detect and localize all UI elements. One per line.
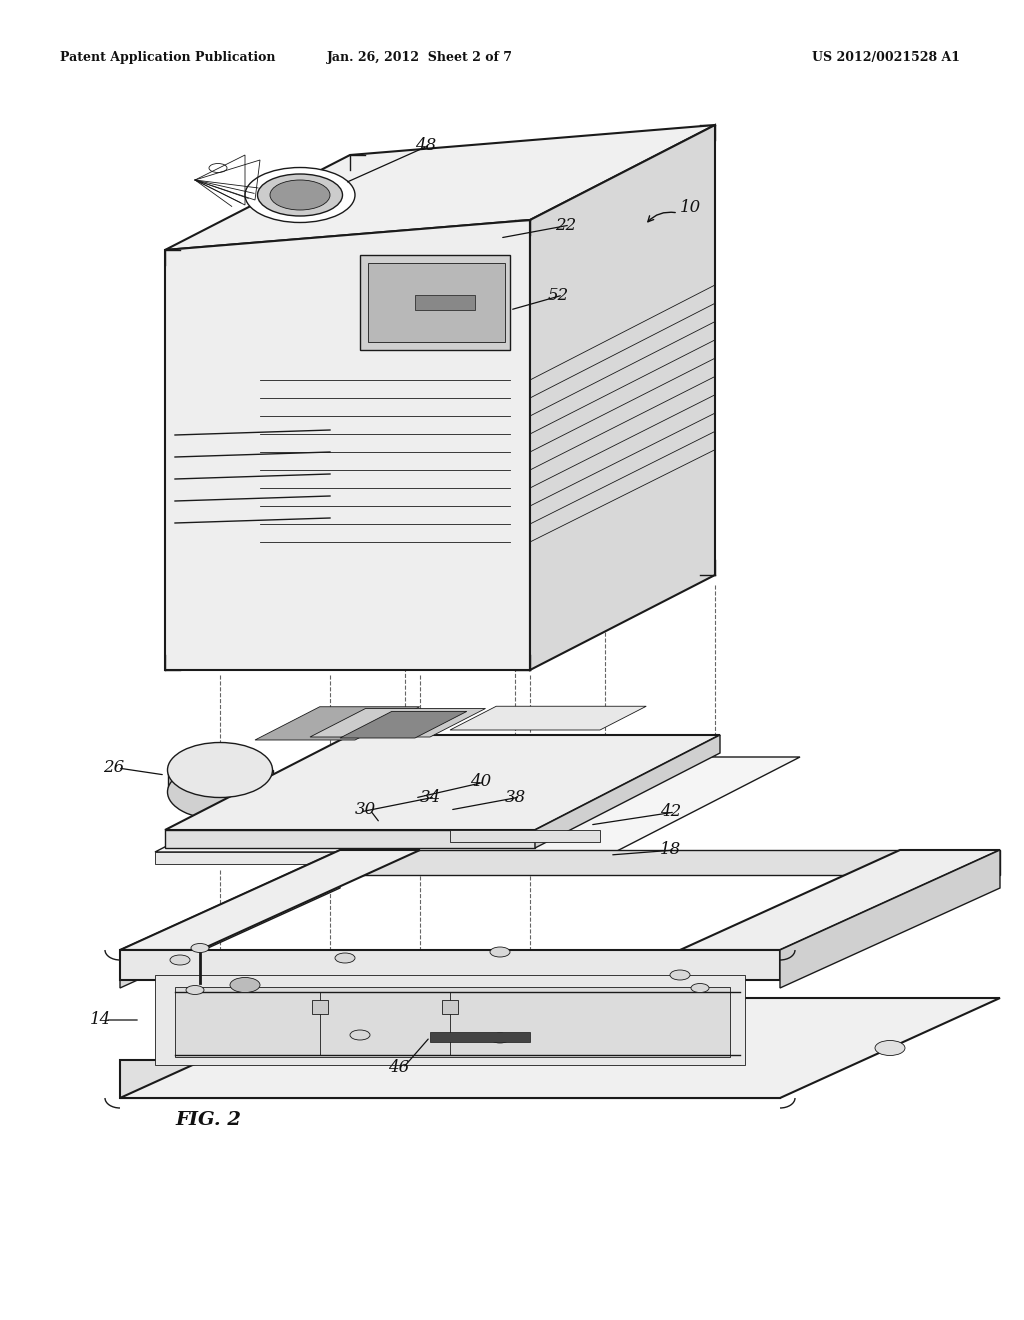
Text: 42: 42 [660, 804, 681, 821]
Polygon shape [680, 850, 1000, 950]
Text: 30: 30 [355, 801, 376, 818]
Ellipse shape [186, 986, 204, 994]
Ellipse shape [257, 174, 342, 216]
Polygon shape [120, 950, 780, 979]
Ellipse shape [490, 946, 510, 957]
Ellipse shape [168, 742, 272, 797]
Ellipse shape [245, 168, 355, 223]
Polygon shape [430, 1032, 530, 1041]
Polygon shape [175, 987, 730, 1057]
Polygon shape [165, 125, 715, 249]
Ellipse shape [874, 1040, 905, 1056]
Text: 14: 14 [90, 1011, 112, 1028]
Text: Patent Application Publication: Patent Application Publication [60, 51, 275, 65]
Text: 38: 38 [505, 788, 526, 805]
Polygon shape [120, 998, 1000, 1098]
Ellipse shape [335, 953, 355, 964]
Polygon shape [780, 850, 1000, 987]
Polygon shape [340, 711, 467, 738]
Text: 26: 26 [103, 759, 124, 776]
Text: 18: 18 [660, 842, 681, 858]
Polygon shape [368, 263, 505, 342]
Ellipse shape [191, 944, 209, 953]
Polygon shape [168, 770, 272, 792]
Polygon shape [450, 706, 646, 730]
Polygon shape [530, 125, 715, 671]
Polygon shape [155, 756, 800, 851]
Text: 52: 52 [548, 286, 569, 304]
Polygon shape [165, 220, 530, 671]
Polygon shape [255, 706, 420, 741]
Polygon shape [120, 850, 420, 950]
Polygon shape [442, 1001, 458, 1014]
Polygon shape [120, 850, 340, 987]
Text: FIG. 2: FIG. 2 [175, 1111, 241, 1129]
Ellipse shape [230, 978, 260, 993]
Polygon shape [415, 294, 475, 310]
Ellipse shape [168, 764, 272, 820]
Ellipse shape [209, 164, 227, 173]
Ellipse shape [350, 1030, 370, 1040]
Text: 10: 10 [680, 199, 701, 216]
Polygon shape [155, 851, 615, 865]
Polygon shape [165, 830, 535, 847]
Text: 46: 46 [388, 1060, 410, 1077]
Polygon shape [165, 735, 720, 830]
Polygon shape [120, 1060, 780, 1098]
Text: 48: 48 [415, 136, 436, 153]
Text: 34: 34 [420, 788, 441, 805]
Ellipse shape [670, 970, 690, 979]
Polygon shape [312, 1001, 328, 1014]
Text: 40: 40 [470, 774, 492, 791]
Polygon shape [535, 735, 720, 847]
Polygon shape [360, 255, 510, 350]
Ellipse shape [270, 180, 330, 210]
Polygon shape [155, 975, 745, 1065]
Text: US 2012/0021528 A1: US 2012/0021528 A1 [812, 51, 961, 65]
Text: Jan. 26, 2012  Sheet 2 of 7: Jan. 26, 2012 Sheet 2 of 7 [327, 51, 513, 65]
Ellipse shape [691, 983, 709, 993]
Polygon shape [340, 850, 1000, 875]
Ellipse shape [170, 954, 190, 965]
Polygon shape [310, 709, 485, 737]
Polygon shape [450, 830, 600, 842]
Text: 22: 22 [555, 216, 577, 234]
Ellipse shape [490, 1034, 510, 1043]
